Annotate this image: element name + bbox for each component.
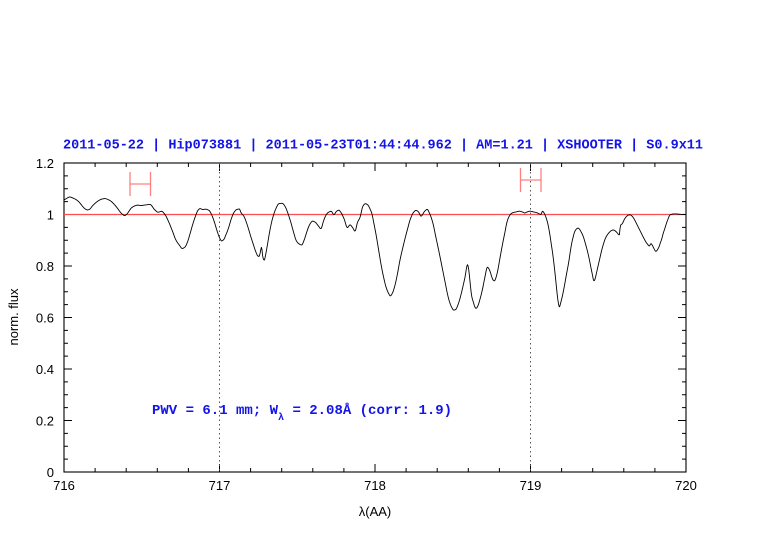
svg-text:norm. flux: norm. flux — [6, 288, 21, 346]
svg-text:1: 1 — [47, 208, 54, 223]
svg-text:720: 720 — [675, 478, 697, 493]
svg-text:1.2: 1.2 — [36, 156, 54, 171]
svg-text:719: 719 — [520, 478, 542, 493]
svg-text:0.2: 0.2 — [36, 414, 54, 429]
svg-text:0.4: 0.4 — [36, 362, 54, 377]
svg-text:716: 716 — [53, 478, 75, 493]
svg-text:2011-05-22 | Hip073881 | 2011-: 2011-05-22 | Hip073881 | 2011-05-23T01:4… — [63, 139, 703, 154]
svg-text:717: 717 — [209, 478, 231, 493]
svg-text:0.6: 0.6 — [36, 311, 54, 326]
svg-text:0: 0 — [47, 465, 54, 480]
svg-text:λ(AA): λ(AA) — [359, 504, 392, 519]
svg-text:PWV = 6.1 mm; Wλ = 2.08Å (corr: PWV = 6.1 mm; Wλ = 2.08Å (corr: 1.9) — [152, 402, 452, 424]
svg-text:718: 718 — [364, 478, 386, 493]
svg-text:0.8: 0.8 — [36, 259, 54, 274]
